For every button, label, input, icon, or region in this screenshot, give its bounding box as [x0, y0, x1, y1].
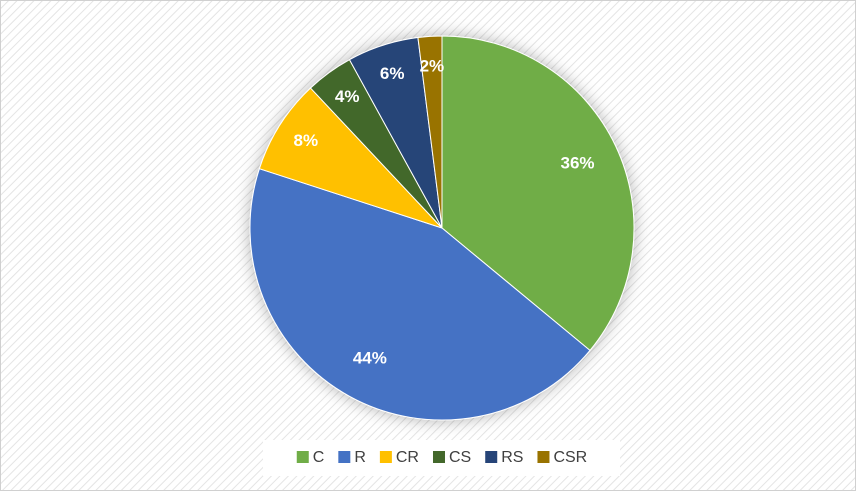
pie-slice — [441, 35, 635, 352]
data-label: 6% — [380, 64, 405, 83]
data-label: 4% — [335, 87, 360, 106]
legend-swatch — [338, 451, 351, 463]
legend-label: R — [354, 449, 366, 466]
legend-label: CSR — [553, 449, 587, 466]
data-label: 2% — [420, 57, 445, 76]
legend-swatch — [485, 451, 498, 463]
data-label: 44% — [353, 349, 387, 368]
legend-swatch — [537, 451, 550, 463]
pie — [249, 35, 635, 421]
pie-slice — [258, 87, 443, 229]
pie-slice — [249, 168, 591, 421]
legend-label: C — [313, 449, 325, 466]
legend-swatch — [296, 451, 309, 463]
legend-swatch — [379, 451, 392, 463]
legend-swatch — [432, 451, 445, 463]
data-label: 8% — [294, 131, 319, 150]
legend-label: CR — [396, 449, 419, 466]
data-label: 36% — [560, 154, 594, 173]
pie-slice — [417, 35, 443, 229]
legend-label: CS — [449, 449, 471, 466]
legend-label: RS — [501, 449, 523, 466]
